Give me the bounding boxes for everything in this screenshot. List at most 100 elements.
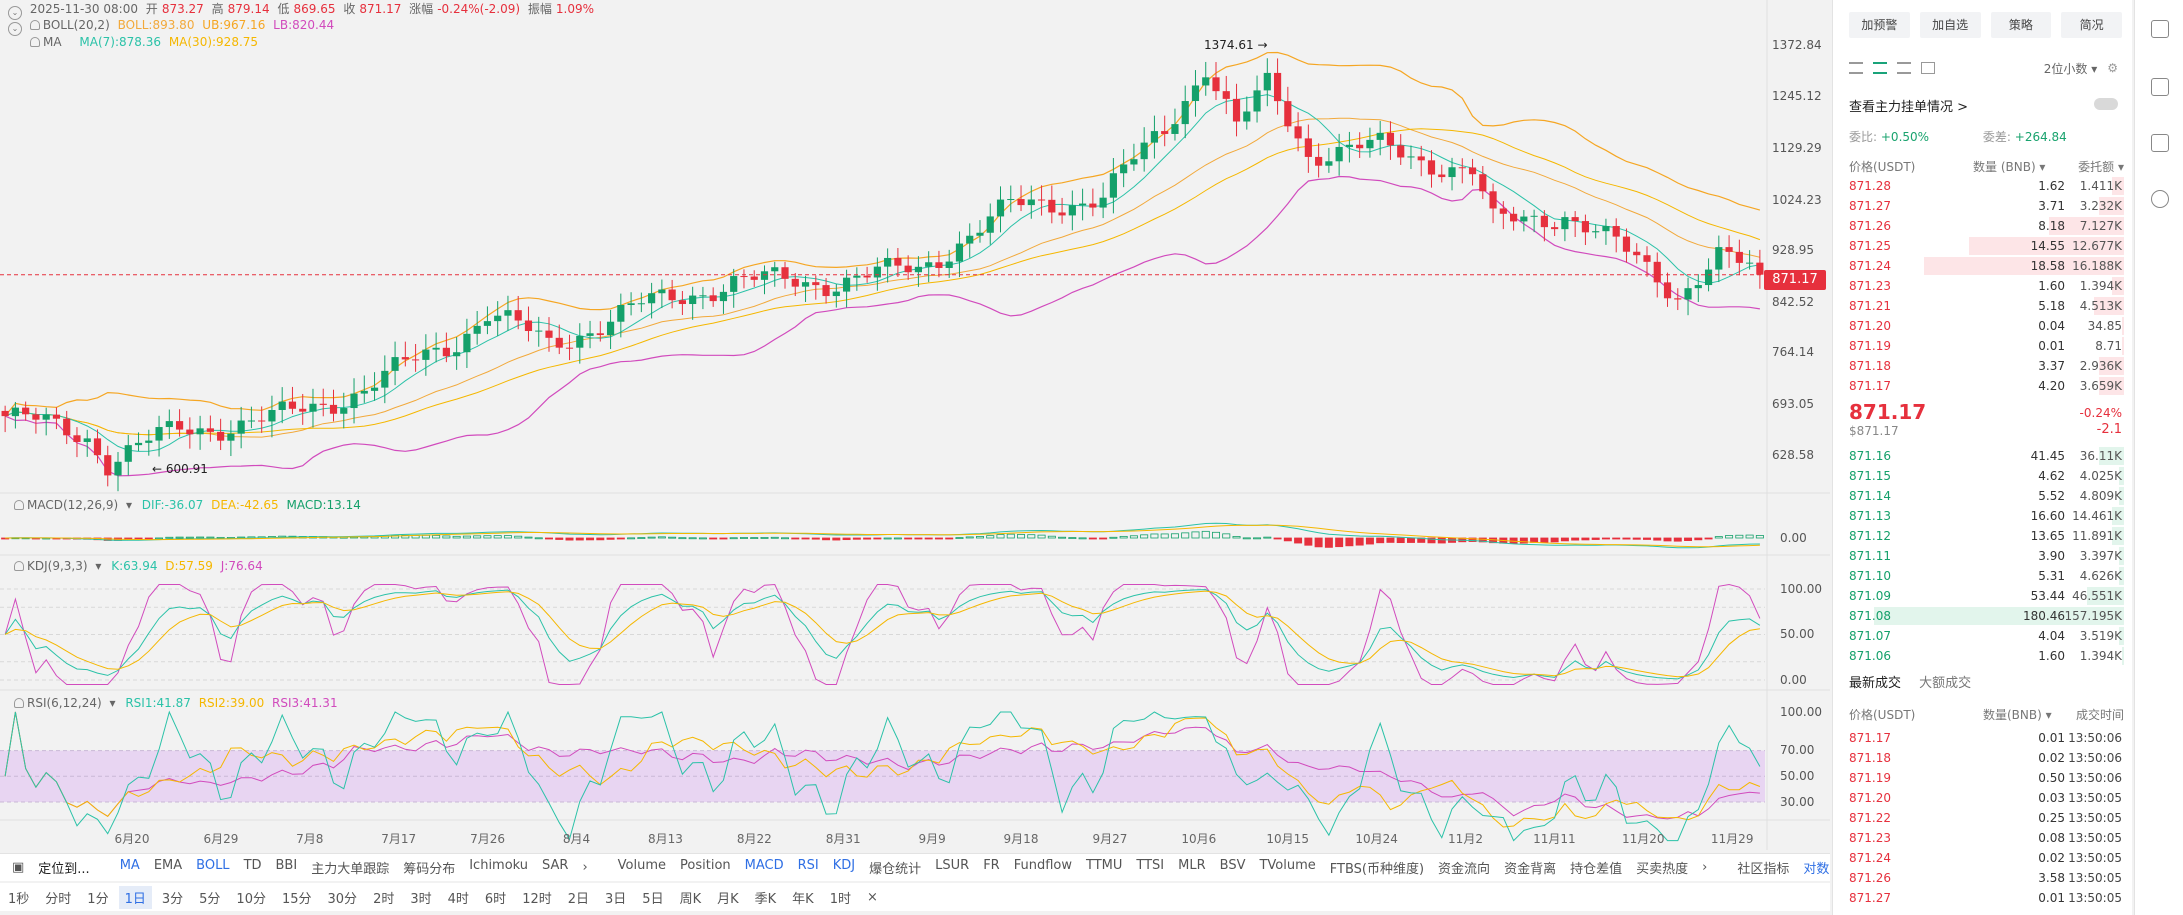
- indicator-lsur[interactable]: LSUR: [935, 858, 970, 873]
- chevron-down-icon[interactable]: ⌄: [8, 22, 22, 36]
- ask-row[interactable]: 871.24 18.58 16.188K: [1833, 256, 2132, 276]
- ask-row[interactable]: 871.25 14.55 12.677K: [1833, 236, 2132, 256]
- indicator-td[interactable]: TD: [243, 858, 262, 873]
- bell-icon[interactable]: [14, 561, 24, 571]
- indicator-ttsi[interactable]: TTSI: [1136, 858, 1165, 873]
- timeframe-7[interactable]: 15分: [281, 891, 312, 907]
- currency-icon[interactable]: [2151, 20, 2169, 38]
- timeframe-9[interactable]: 2时: [373, 891, 395, 907]
- indicator-sar[interactable]: SAR: [542, 858, 569, 873]
- bell-icon[interactable]: [14, 500, 24, 510]
- timeframe-8[interactable]: 30分: [327, 891, 358, 907]
- timeframe-22[interactable]: ×: [866, 889, 878, 905]
- indicator--[interactable]: 持仓差值: [1570, 862, 1623, 877]
- bid-row[interactable]: 871.13 16.60 14.461K: [1833, 506, 2132, 526]
- bid-row[interactable]: 871.12 13.65 11.891K: [1833, 526, 2132, 546]
- bell-icon[interactable]: [30, 37, 40, 47]
- timeframe-17[interactable]: 周K: [679, 891, 702, 907]
- indicator-volume[interactable]: Volume: [617, 858, 667, 873]
- tab-large-trades[interactable]: 大额成交: [1919, 676, 1972, 691]
- timeframe-14[interactable]: 2日: [567, 891, 590, 907]
- orderbook-button[interactable]: 加预警: [1849, 12, 1910, 38]
- kline-chart-area[interactable]: ⌄ 2025-11-30 08:00 开 873.27 高 879.14 低 869.…: [0, 0, 1896, 915]
- ask-row[interactable]: 871.27 3.71 3.232K: [1833, 196, 2132, 216]
- indicator-bbi[interactable]: BBI: [275, 858, 298, 873]
- timeframe-2[interactable]: 1分: [87, 891, 109, 907]
- timeframe-12[interactable]: 6时: [484, 891, 507, 907]
- ask-row[interactable]: 871.28 1.62 1.411K: [1833, 176, 2132, 196]
- timeframe-16[interactable]: 5日: [642, 891, 664, 907]
- kline-chart-svg[interactable]: [0, 0, 1830, 850]
- ask-row[interactable]: 871.21 5.18 4.513K: [1833, 296, 2132, 316]
- bell-icon[interactable]: [14, 698, 24, 708]
- bid-row[interactable]: 871.10 5.31 4.626K: [1833, 566, 2132, 586]
- main-orders-toggle[interactable]: [2094, 98, 2118, 110]
- indicator-ftbs-[interactable]: FTBS(币种维度): [1329, 862, 1425, 877]
- timeframe-13[interactable]: 12时: [522, 891, 552, 907]
- tab-latest-trades[interactable]: 最新成交: [1849, 676, 1902, 691]
- indicator--[interactable]: 社区指标: [1737, 862, 1790, 877]
- timeframe-3[interactable]: 1日: [118, 885, 152, 909]
- bid-row[interactable]: 871.14 5.52 4.809K: [1833, 486, 2132, 506]
- chevron-right-icon[interactable]: ›: [1702, 860, 1708, 875]
- bid-row[interactable]: 871.08 180.46 157.195K: [1833, 606, 2132, 626]
- timeframe-10[interactable]: 3时: [410, 891, 432, 907]
- timeframe-5[interactable]: 5分: [199, 891, 221, 907]
- precision-select[interactable]: 2位小数 ▾: [2043, 61, 2098, 76]
- orderbook-button[interactable]: 策略: [1990, 12, 2052, 38]
- qty-col-header[interactable]: 数量 (BNB) ▾: [1973, 160, 2046, 174]
- indicator--[interactable]: 筹码分布: [403, 862, 456, 877]
- orderbook-button[interactable]: 加自选: [1919, 12, 1981, 38]
- indicator--[interactable]: 爆仓统计: [869, 862, 922, 877]
- exchange-icon[interactable]: [2151, 190, 2169, 208]
- chevron-right-icon[interactable]: ›: [582, 860, 588, 875]
- bid-row[interactable]: 871.16 41.45 36.11K: [1833, 446, 2132, 466]
- ask-row[interactable]: 871.20 0.04 34.85: [1833, 316, 2132, 336]
- ask-row[interactable]: 871.23 1.60 1.394K: [1833, 276, 2132, 296]
- indicator-rsi[interactable]: RSI: [797, 858, 819, 873]
- indicator-kdj[interactable]: KDJ: [832, 858, 856, 873]
- indicator--[interactable]: 资金流向: [1438, 862, 1491, 877]
- asks-only-icon[interactable]: [1897, 62, 1911, 74]
- amount-col-header[interactable]: 委托额 ▾: [2078, 160, 2124, 174]
- timeframe-20[interactable]: 年K: [792, 891, 814, 907]
- main-orders-link[interactable]: 查看主力挂单情况 >: [1849, 100, 1969, 115]
- indicator-boll[interactable]: BOLL: [196, 858, 230, 873]
- chevron-down-icon[interactable]: ⌄: [8, 6, 22, 20]
- timeframe-0[interactable]: 1秒: [8, 891, 30, 907]
- bar-chart-icon[interactable]: [2151, 134, 2169, 152]
- timeframe-4[interactable]: 3分: [161, 891, 184, 907]
- bid-row[interactable]: 871.09 53.44 46.551K: [1833, 586, 2132, 606]
- ask-row[interactable]: 871.18 3.37 2.936K: [1833, 356, 2132, 376]
- trade-qty-header[interactable]: 数量(BNB) ▾: [1983, 708, 2052, 722]
- indicator-fr[interactable]: FR: [983, 858, 1000, 873]
- indicator-bsv[interactable]: BSV: [1219, 858, 1246, 873]
- indicator--[interactable]: 资金背离: [1504, 862, 1557, 877]
- bid-row[interactable]: 871.06 1.60 1.394K: [1833, 646, 2132, 666]
- timeframe-6[interactable]: 10分: [236, 891, 266, 907]
- indicator-ema[interactable]: EMA: [153, 858, 183, 873]
- both-sides-icon[interactable]: [1849, 62, 1863, 74]
- depth-icon[interactable]: [1921, 62, 1935, 74]
- ask-row[interactable]: 871.26 8.18 7.127K: [1833, 216, 2132, 236]
- indicator-ichimoku[interactable]: Ichimoku: [469, 858, 529, 873]
- locate-icon[interactable]: ▣: [12, 860, 25, 875]
- indicator-mlr[interactable]: MLR: [1178, 858, 1206, 873]
- bids-only-icon[interactable]: [1873, 62, 1887, 74]
- timeframe-1[interactable]: 分时: [45, 891, 72, 907]
- ask-row[interactable]: 871.17 4.20 3.659K: [1833, 376, 2132, 396]
- bid-row[interactable]: 871.15 4.62 4.025K: [1833, 466, 2132, 486]
- bell-icon[interactable]: [29, 20, 40, 30]
- timeframe-11[interactable]: 4时: [447, 891, 469, 907]
- indicator-ma[interactable]: MA: [119, 858, 140, 873]
- indicator-fundflow[interactable]: Fundflow: [1013, 858, 1072, 873]
- timeframe-18[interactable]: 月K: [717, 891, 739, 907]
- indicator-ttmu[interactable]: TTMU: [1085, 858, 1123, 873]
- indicator--[interactable]: 买卖热度: [1636, 862, 1689, 877]
- locate-button[interactable]: 定位到...: [38, 862, 90, 877]
- orderbook-button[interactable]: 简况: [2061, 12, 2122, 38]
- indicator-macd[interactable]: MACD: [744, 858, 784, 873]
- indicator--[interactable]: 对数: [1803, 862, 1830, 877]
- timeframe-15[interactable]: 3日: [605, 891, 627, 907]
- trend-icon[interactable]: [2151, 78, 2169, 96]
